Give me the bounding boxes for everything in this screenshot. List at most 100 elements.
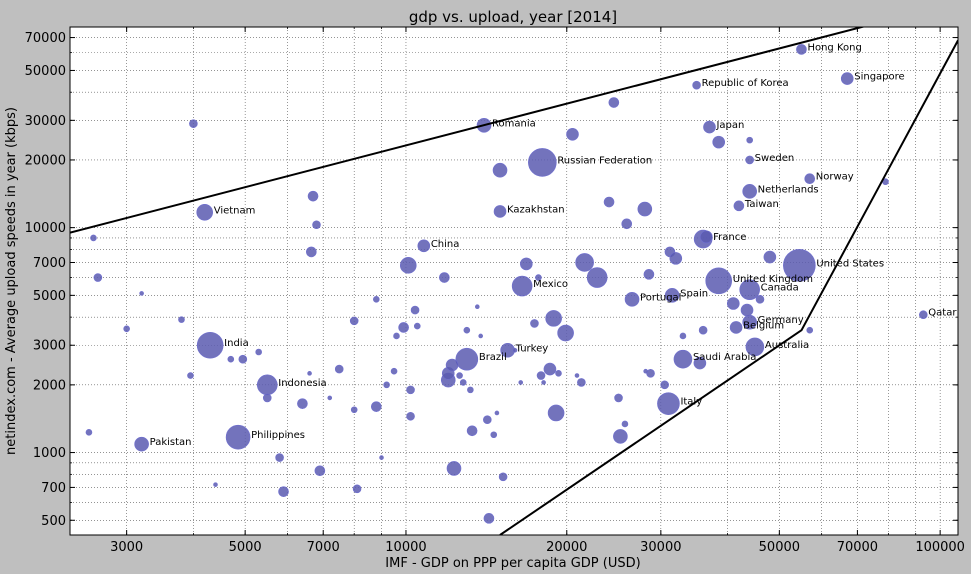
point-vietnam (196, 204, 214, 221)
point-italy (657, 392, 680, 415)
data-point (334, 364, 344, 374)
data-point (238, 354, 248, 364)
point-qatar (919, 310, 928, 320)
data-point (393, 332, 400, 340)
data-point (535, 274, 542, 281)
axis-ticks: 3000 5000 7000 10000 20000 30000 50000 70000 100… (25, 27, 965, 555)
data-point (555, 370, 562, 377)
y-tick-label: 1000 (33, 446, 66, 461)
y-tick-label: 50000 (25, 64, 66, 79)
point-label: United States (816, 258, 884, 269)
point-label: Japan (715, 120, 744, 131)
data-point (494, 410, 500, 416)
data-point (660, 380, 669, 390)
data-point (123, 325, 130, 333)
point-australia (745, 337, 765, 357)
data-point (413, 322, 421, 330)
data-point (518, 380, 524, 385)
data-point (746, 136, 753, 144)
data-point (498, 472, 508, 482)
data-point (575, 253, 594, 272)
point-india (196, 331, 224, 359)
data-point (187, 372, 194, 379)
point-portugal (624, 292, 640, 307)
data-point (278, 486, 289, 497)
data-point (483, 415, 492, 424)
x-tick-label: 30000 (640, 540, 681, 555)
point-label: Pakistan (150, 437, 192, 448)
y-tick-label: 700 (41, 481, 66, 496)
point-label: Qatar (928, 308, 957, 319)
point-russian-federation (528, 148, 557, 177)
data-point (314, 465, 326, 477)
data-point (297, 398, 308, 409)
x-tick-label: 20000 (546, 540, 587, 555)
data-point (398, 322, 409, 333)
data-point (608, 97, 620, 108)
y-tick-label: 20000 (25, 153, 66, 168)
data-point (763, 250, 777, 264)
data-point (693, 356, 707, 370)
data-point (530, 319, 539, 328)
data-point (547, 404, 565, 422)
data-point (352, 484, 362, 494)
point-label: Belgium (743, 320, 784, 331)
point-brazil (455, 347, 479, 371)
x-tick-label: 7000 (307, 540, 340, 555)
data-point (178, 316, 185, 323)
data-point (307, 371, 312, 376)
data-point (327, 395, 333, 401)
point-label: Canada (761, 283, 799, 294)
data-point (536, 371, 546, 380)
data-point (490, 431, 498, 439)
y-tick-label: 7000 (33, 256, 66, 271)
point-label: Sweden (755, 153, 795, 164)
point-united-states (783, 249, 816, 282)
data-point (492, 162, 508, 178)
point-label: India (224, 338, 249, 349)
grid-lines (70, 27, 958, 535)
data-point (275, 453, 284, 462)
point-mexico (511, 275, 533, 297)
x-tick-label: 100000 (915, 540, 965, 555)
data-point (740, 303, 754, 317)
x-tick-label: 10000 (385, 540, 426, 555)
point-saudi-arabia (673, 349, 693, 369)
data-point (557, 324, 574, 342)
point-hong-kong (796, 44, 807, 55)
data-point (669, 252, 683, 265)
data-point (621, 420, 629, 428)
data-point (679, 332, 687, 340)
data-point (603, 196, 615, 208)
point-singapore (840, 72, 854, 85)
y-tick-label: 500 (41, 514, 66, 529)
data-point (613, 429, 628, 444)
x-tick-label: 70000 (837, 540, 878, 555)
data-point (410, 305, 420, 315)
data-point (566, 128, 579, 141)
point-label: Brazil (479, 352, 507, 363)
data-point (520, 257, 533, 271)
data-point (371, 401, 382, 412)
point-united-kingdom (705, 267, 733, 295)
data-point (379, 455, 384, 460)
point-label: Taiwan (744, 199, 779, 210)
point-label: Mexico (533, 279, 568, 290)
x-tick-label: 3000 (110, 540, 143, 555)
y-tick-label: 5000 (33, 289, 66, 304)
data-point (643, 368, 648, 374)
data-point (439, 272, 450, 283)
x-tick-label: 5000 (229, 540, 262, 555)
point-label: Spain (680, 288, 708, 299)
y-tick-label: 30000 (25, 114, 66, 129)
plot-frame (69, 26, 959, 536)
data-point (307, 190, 319, 202)
data-point (139, 291, 144, 296)
data-point (466, 425, 478, 437)
point-pakistan (134, 436, 149, 452)
data-point (727, 297, 740, 310)
point-label: Singapore (854, 72, 904, 83)
data-point (512, 347, 518, 353)
y-tick-label: 70000 (25, 31, 66, 46)
